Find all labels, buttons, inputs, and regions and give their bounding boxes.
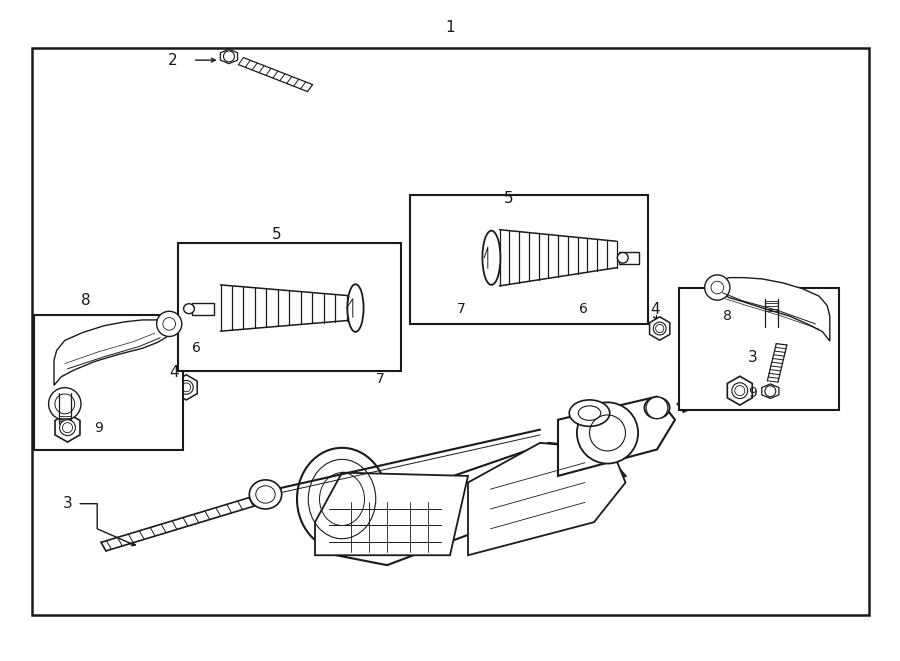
Circle shape — [653, 322, 666, 335]
Polygon shape — [727, 376, 752, 405]
Ellipse shape — [569, 400, 610, 426]
Bar — [679, 288, 839, 410]
Text: 5: 5 — [504, 191, 513, 206]
Polygon shape — [468, 443, 626, 555]
Polygon shape — [54, 320, 169, 385]
Text: 1: 1 — [446, 20, 454, 35]
Text: 4: 4 — [169, 365, 178, 379]
Text: 3: 3 — [748, 350, 757, 365]
Text: 4: 4 — [651, 302, 660, 317]
Text: 7: 7 — [375, 371, 384, 386]
Text: 7: 7 — [457, 302, 466, 317]
Circle shape — [765, 386, 776, 397]
Ellipse shape — [184, 304, 194, 314]
Circle shape — [223, 51, 234, 62]
Ellipse shape — [297, 448, 387, 550]
Circle shape — [577, 403, 638, 463]
Circle shape — [732, 383, 748, 399]
Polygon shape — [761, 384, 778, 399]
Bar — [178, 243, 401, 371]
Text: 8: 8 — [81, 293, 90, 308]
Ellipse shape — [482, 231, 500, 285]
Ellipse shape — [617, 253, 628, 263]
Bar — [32, 48, 868, 615]
Text: 6: 6 — [192, 341, 201, 356]
Text: 2: 2 — [168, 53, 177, 67]
Circle shape — [705, 275, 730, 300]
Text: 6: 6 — [579, 302, 588, 317]
Bar — [34, 315, 183, 450]
Polygon shape — [55, 413, 80, 442]
Text: 8: 8 — [723, 309, 732, 323]
Polygon shape — [558, 397, 675, 476]
Polygon shape — [220, 49, 238, 63]
Circle shape — [179, 381, 194, 394]
Polygon shape — [320, 443, 626, 565]
Bar — [410, 195, 648, 324]
Text: 9: 9 — [94, 420, 104, 435]
Polygon shape — [650, 317, 670, 340]
Bar — [192, 303, 214, 315]
Circle shape — [59, 420, 76, 436]
Polygon shape — [717, 278, 830, 341]
Ellipse shape — [249, 480, 282, 509]
Ellipse shape — [644, 397, 670, 418]
Text: 5: 5 — [272, 227, 281, 242]
Circle shape — [157, 311, 182, 336]
Circle shape — [49, 387, 81, 420]
Polygon shape — [315, 473, 468, 555]
Text: 9: 9 — [748, 386, 757, 401]
Text: 3: 3 — [63, 496, 72, 511]
Ellipse shape — [347, 284, 364, 332]
Polygon shape — [176, 375, 197, 400]
Circle shape — [646, 397, 668, 418]
Bar — [619, 252, 639, 264]
